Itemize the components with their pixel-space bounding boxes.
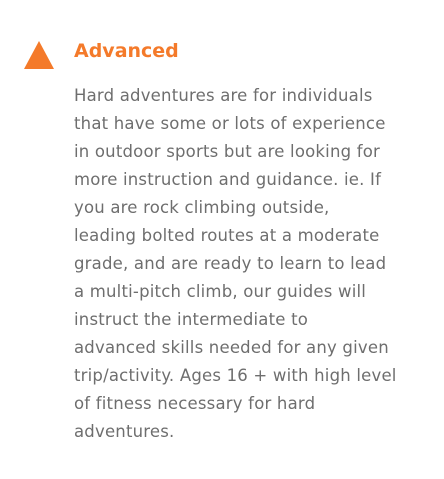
description-line: adventures. xyxy=(74,422,175,441)
level-description: Hard adventures are for individuals that… xyxy=(74,82,436,446)
triangle-shape xyxy=(24,41,54,69)
description-line: a multi-pitch climb, our guides will xyxy=(74,282,367,301)
description-line: instruct the intermediate to xyxy=(74,310,309,329)
description-line: trip/activity. Ages 16 + with high level xyxy=(74,366,397,385)
description-line: more instruction and guidance. ie. If xyxy=(74,170,382,189)
description-line: leading bolted routes at a moderate xyxy=(74,226,380,245)
description-line: grade, and are ready to learn to lead xyxy=(74,254,387,273)
description-line: in outdoor sports but are looking for xyxy=(74,142,381,161)
description-line: advanced skills needed for any given xyxy=(74,338,389,357)
description-line: you are rock climbing outside, xyxy=(74,198,330,217)
description-line: that have some or lots of experience xyxy=(74,114,386,133)
description-line: Hard adventures are for individuals xyxy=(74,86,373,105)
triangle-icon xyxy=(24,41,54,69)
description-line: of fitness necessary for hard xyxy=(74,394,316,413)
level-title: Advanced xyxy=(74,40,179,62)
